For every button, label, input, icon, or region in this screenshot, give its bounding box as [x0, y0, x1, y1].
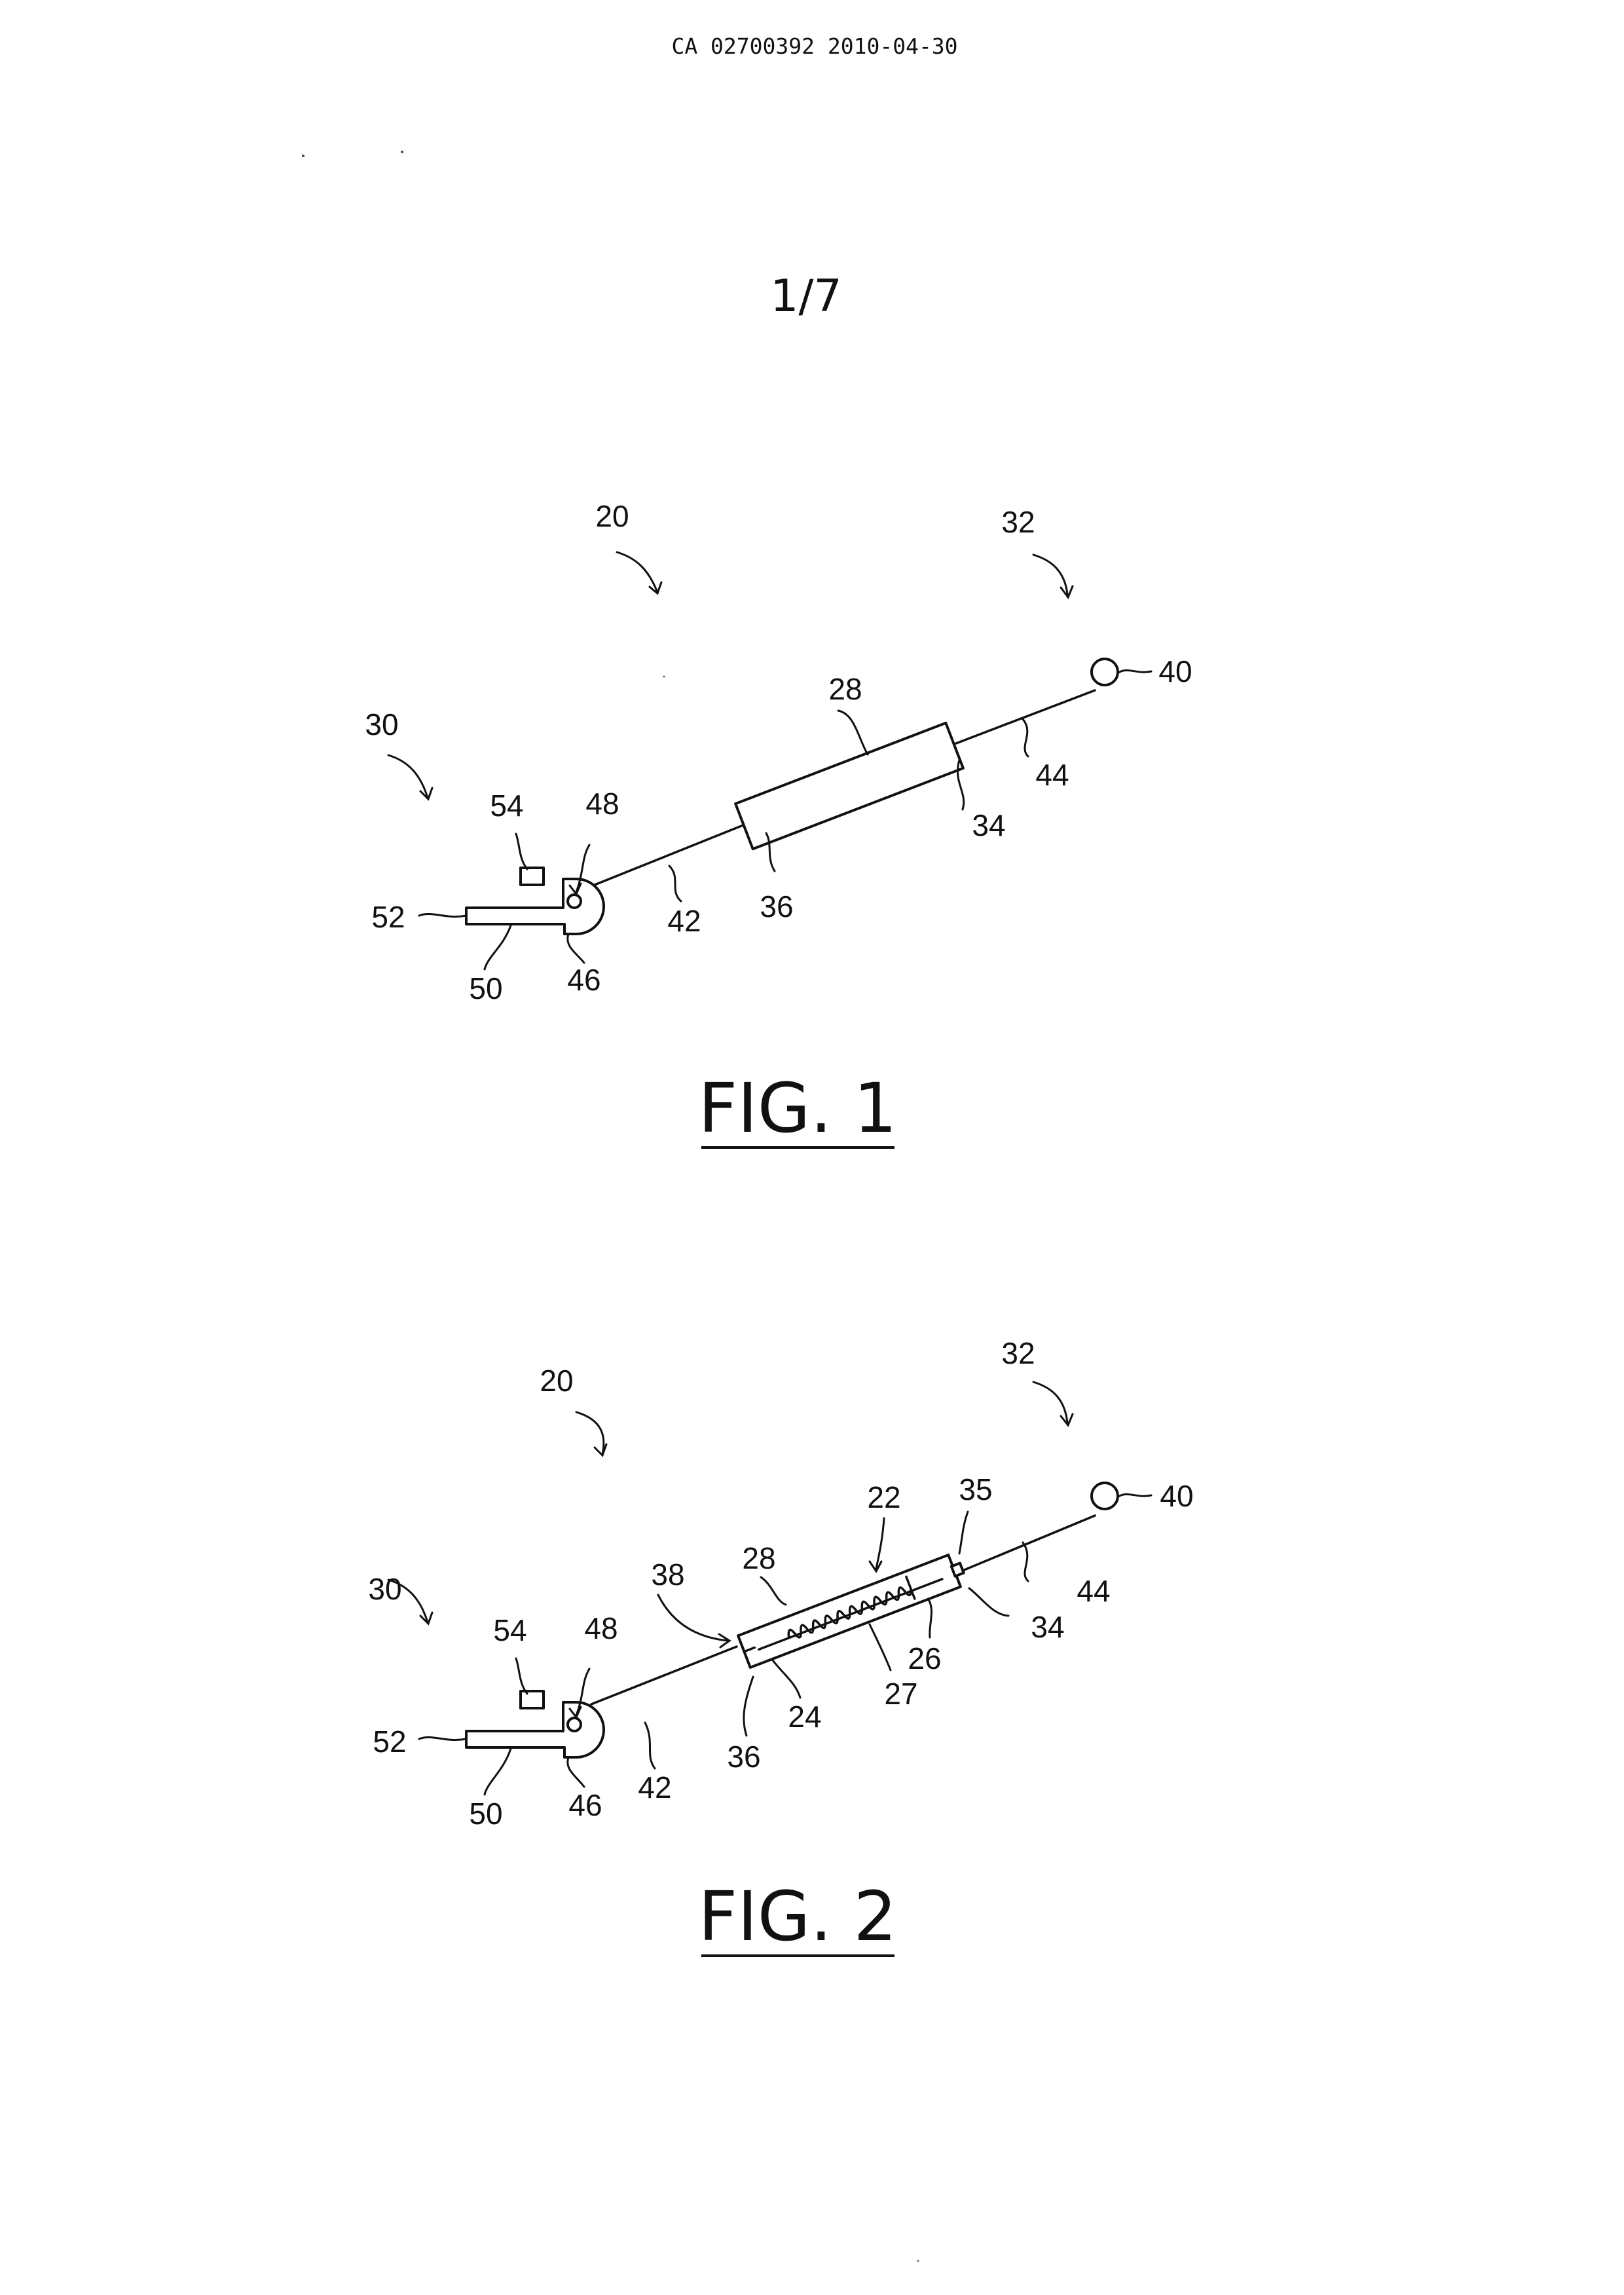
ref-label: 52 [371, 900, 405, 934]
ref-label: 46 [568, 1788, 602, 1822]
figure-title: FIG. 2 [698, 1876, 896, 1956]
housing-28 [735, 723, 963, 849]
ref-label: 42 [667, 904, 701, 938]
ref-label: 52 [373, 1725, 406, 1759]
leader-52 [419, 914, 466, 916]
figure-title: FIG. 1 [698, 1068, 896, 1148]
pin-48 [568, 1718, 581, 1731]
scan-speck [663, 676, 665, 678]
ref-label: 24 [788, 1700, 821, 1734]
ref-label: 28 [742, 1541, 775, 1575]
ref-label: 32 [1001, 1336, 1035, 1370]
ref-label: 30 [365, 707, 398, 741]
scan-speck [917, 2260, 919, 2262]
leader-24 [773, 1660, 800, 1698]
bracket-50 [466, 1702, 604, 1757]
rod-42 [591, 822, 751, 886]
ref-label: 44 [1077, 1574, 1110, 1608]
ref-label: 42 [638, 1770, 671, 1804]
ref-label: 48 [585, 787, 619, 821]
ref-label: 30 [368, 1572, 401, 1606]
leader-54 [516, 1658, 527, 1694]
leader-50 [485, 1749, 511, 1795]
ref-label: 40 [1160, 1479, 1193, 1513]
pin-48 [568, 895, 581, 908]
tab-54 [521, 1691, 544, 1708]
bracket-50 [466, 879, 604, 934]
leader-46 [568, 934, 584, 963]
leader-28 [761, 1577, 786, 1605]
figure-2: 20 32 40 35 22 28 38 44 34 30 26 54 48 2… [368, 1336, 1193, 1956]
tab-54 [521, 868, 544, 885]
ref-label: 38 [651, 1558, 684, 1592]
leader-54 [516, 834, 527, 869]
rod-44 [956, 690, 1095, 743]
scan-speck [302, 155, 304, 157]
ref-label: 36 [760, 889, 793, 924]
leader-38 [658, 1595, 728, 1641]
eye-40 [1092, 659, 1118, 685]
rod-44 [963, 1516, 1095, 1571]
ref-label: 35 [959, 1472, 992, 1506]
document-id: CA 02700392 2010-04-30 [671, 33, 957, 59]
sheet-number: 1/7 [770, 271, 841, 322]
ref-label: 54 [493, 1613, 526, 1647]
leader-44 [1023, 719, 1028, 756]
leader-26 [929, 1599, 932, 1637]
ref-label: 22 [867, 1480, 900, 1514]
ref-label: 50 [469, 1797, 502, 1831]
leader-40 [1118, 671, 1151, 673]
ref-label: 26 [908, 1641, 941, 1675]
leader-22 [876, 1518, 884, 1569]
leader-40 [1118, 1495, 1151, 1497]
ref-label: 27 [884, 1677, 917, 1711]
ref-label: 48 [584, 1611, 618, 1645]
leader-52 [419, 1737, 466, 1740]
leader-34 [969, 1588, 1008, 1616]
leader-50 [485, 925, 511, 969]
leader-42 [669, 866, 681, 901]
ref-label: 28 [828, 672, 862, 706]
leader-46 [568, 1757, 584, 1787]
ref-label: 36 [727, 1740, 760, 1774]
eye-40 [1092, 1483, 1118, 1509]
ref-label: 20 [540, 1364, 573, 1398]
ref-label: 44 [1035, 758, 1069, 792]
leader-arrow-20 [595, 1444, 606, 1455]
scan-speck [401, 151, 403, 153]
leader-27 [870, 1624, 891, 1670]
ref-label: 34 [972, 808, 1005, 842]
leader-20 [576, 1412, 604, 1454]
figure-1: 20 32 40 28 30 44 34 54 48 52 42 36 50 4… [365, 499, 1192, 1148]
leader-36 [744, 1677, 753, 1736]
leader-20 [617, 552, 657, 591]
ref-label: 54 [490, 789, 523, 823]
rod-42 [591, 1647, 737, 1704]
ref-label: 50 [469, 971, 502, 1005]
leader-42 [645, 1723, 655, 1768]
leader-28 [838, 711, 868, 755]
leader-44 [1023, 1542, 1028, 1581]
leader-35 [959, 1512, 968, 1554]
ref-label: 40 [1158, 654, 1192, 688]
leader-arrow-22 [870, 1561, 881, 1571]
ref-label: 34 [1031, 1610, 1064, 1644]
ref-label: 46 [567, 963, 600, 997]
ref-label: 20 [595, 499, 629, 533]
ref-label: 32 [1001, 505, 1035, 539]
